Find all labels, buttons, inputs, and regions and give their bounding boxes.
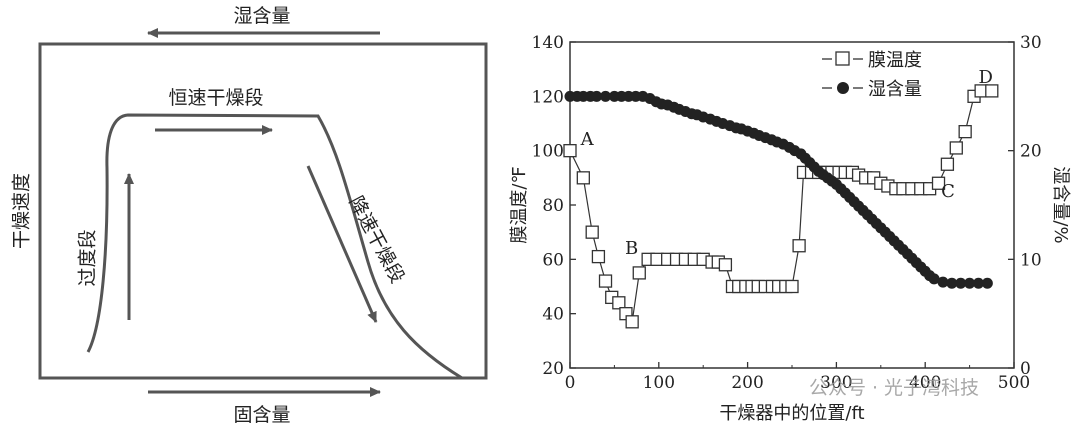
- solids-bottom-label: 固含量: [233, 404, 290, 426]
- film-temperature-point: [931, 176, 946, 190]
- y-left-tick-label: 60: [542, 250, 564, 270]
- film-temperature-point: [949, 141, 963, 155]
- y-axis-left-title: 膜温度/℉: [509, 166, 530, 243]
- film-temperature-point: [792, 239, 806, 253]
- film-temperature-point: [576, 171, 590, 185]
- y-right-tick-label: 30: [1020, 33, 1042, 53]
- film-temperature-point: [612, 296, 626, 310]
- y-right-tick-label: 10: [1020, 250, 1042, 270]
- x-tick-label: 400: [909, 373, 941, 393]
- annotation-label: B: [625, 238, 638, 259]
- annotation-label: C: [941, 181, 955, 202]
- film-temperature-point: [985, 84, 999, 98]
- diagram-frame: [38, 42, 488, 380]
- moisture-point: [972, 277, 984, 289]
- legend-circle-marker: [837, 82, 849, 94]
- moisture-point: [964, 277, 976, 289]
- x-tick-label: 500: [998, 373, 1030, 393]
- y-left-tick-label: 120: [532, 87, 564, 107]
- y-axis-right-title: 湿含量/%: [1050, 166, 1071, 243]
- moisture-point: [981, 277, 993, 289]
- film-temperature-point: [625, 315, 639, 329]
- drying-rate-label: 干燥速度: [11, 173, 33, 249]
- film-temperature-point: [563, 144, 577, 158]
- film-temperature-point: [958, 125, 972, 139]
- film-temperature-point: [585, 225, 599, 239]
- y-left-tick-label: 40: [542, 305, 564, 325]
- moisture-top-label: 湿含量: [233, 5, 290, 27]
- film-temperature-point: [598, 274, 613, 288]
- film-temperature-point: [632, 266, 646, 280]
- moisture-point: [928, 273, 940, 285]
- annotation-label: A: [580, 129, 595, 150]
- x-tick-label: 300: [820, 373, 852, 393]
- legend-moisture: 湿含量: [868, 79, 922, 100]
- film-temperature-point: [940, 157, 955, 171]
- moisture-point: [946, 277, 958, 289]
- transition-stage-label: 过度段: [77, 229, 99, 286]
- annotation-label: D: [978, 67, 992, 88]
- moisture-point: [955, 277, 967, 289]
- drying-stage-diagram: 湿含量 固含量 干燥速度 过度段 恒速干燥段 降速干燥段: [11, 5, 488, 426]
- y-left-tick-label: 140: [532, 33, 564, 53]
- moisture-point: [600, 90, 612, 102]
- moisture-point: [591, 90, 603, 102]
- y-left-tick-label: 100: [532, 142, 564, 162]
- y-left-tick-label: 20: [542, 359, 564, 379]
- film-temperature-point: [591, 249, 606, 264]
- moisture-point: [937, 276, 949, 288]
- x-tick-label: 100: [643, 373, 675, 393]
- y-right-tick-label: 20: [1020, 142, 1042, 162]
- x-tick-label: 200: [731, 373, 763, 393]
- legend-film-temperature: 膜温度: [868, 50, 922, 71]
- x-tick-label: 0: [565, 373, 576, 393]
- y-left-tick-label: 80: [542, 196, 564, 216]
- legend-square-marker: [835, 51, 850, 66]
- x-axis-title: 干燥器中的位置/ft: [719, 403, 864, 424]
- film-temperature-point: [718, 258, 733, 272]
- y-right-tick-label: 0: [1020, 359, 1031, 379]
- drying-rate-curve: [86, 113, 463, 380]
- constant-rate-label: 恒速干燥段: [168, 87, 263, 109]
- watermark-text: 公众号 · 光子湾科技: [809, 377, 979, 399]
- film-temperature-point: [785, 279, 799, 294]
- falling-rate-arrow: [306, 165, 378, 323]
